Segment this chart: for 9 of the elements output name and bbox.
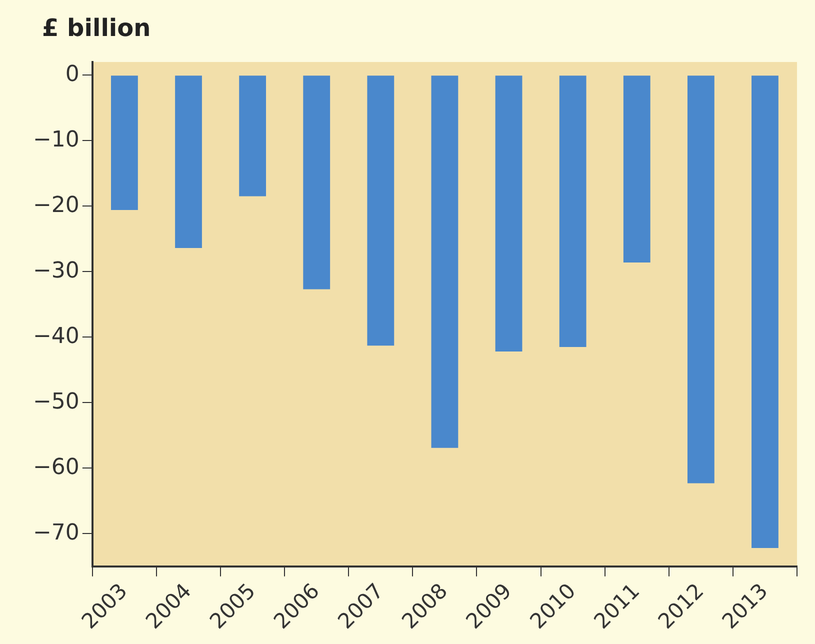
y-tick-label: −30: [32, 258, 80, 284]
y-tick-label: −50: [32, 389, 80, 414]
y-tick-label: −10: [32, 127, 80, 152]
y-axis-title: £ billion: [42, 14, 151, 42]
y-tick-label: 0: [65, 62, 80, 87]
y-tick-label: −20: [32, 192, 80, 218]
y-tick-label: −60: [32, 454, 80, 480]
y-tick-label: −70: [32, 520, 80, 546]
y-tick-label: −40: [32, 324, 80, 349]
